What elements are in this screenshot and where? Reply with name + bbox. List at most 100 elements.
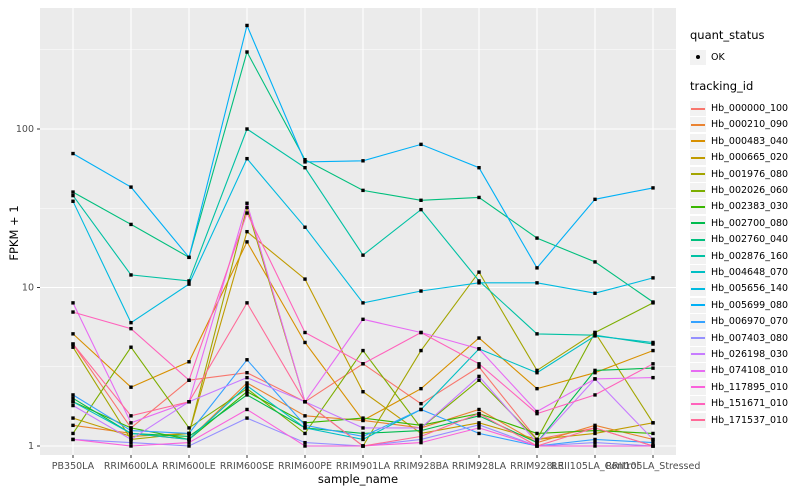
data-point [303, 423, 307, 428]
data-point [593, 291, 597, 295]
legend-item-label: Hb_004648_070 [711, 266, 789, 278]
legend-item-Hb_002383_030: Hb_002383_030 [690, 199, 798, 215]
data-point [71, 393, 75, 397]
y-tick-label: 10 [22, 283, 34, 294]
x-tick-label: RRIM600SE [220, 461, 274, 472]
data-point [245, 358, 249, 362]
data-point [129, 428, 133, 433]
legend-item-Hb_171537_010: Hb_171537_010 [690, 412, 798, 428]
legend-item-label: OK [711, 51, 725, 63]
data-point [535, 444, 539, 448]
data-point [477, 414, 481, 418]
data-point [651, 300, 655, 304]
data-point [71, 199, 75, 203]
axes: 1 10 100 PB350LA RRIM600LA RRIM600LE RRIM600SE… [16, 124, 701, 472]
data-point [477, 195, 481, 200]
data-point [361, 426, 365, 430]
legend-item-label: Hb_002383_030 [711, 201, 789, 213]
data-point [187, 434, 191, 439]
legend-title-quant-status: quant_status [690, 28, 765, 42]
data-point [651, 437, 655, 442]
x-tick-label: RRIM901LA [336, 461, 391, 472]
legend-item-label: Hb_005699_080 [711, 299, 789, 311]
data-point [245, 156, 249, 161]
x-tick-label: RRIM600PE [278, 461, 332, 472]
data-point [651, 421, 655, 425]
data-point [187, 444, 191, 448]
data-point [535, 431, 539, 436]
data-point [245, 393, 249, 397]
legend-item-Hb_001976_080: Hb_001976_080 [690, 166, 798, 182]
y-tick-label: 100 [16, 124, 34, 135]
data-point [593, 334, 597, 338]
data-points [71, 23, 655, 448]
data-point [535, 440, 539, 445]
data-point [71, 193, 75, 198]
data-point [129, 414, 133, 418]
x-tick-label: RRII105LA_Control [551, 461, 639, 472]
data-point [419, 440, 423, 445]
x-tick-label: PB350LA [52, 461, 95, 472]
data-point [651, 362, 655, 366]
data-point [245, 127, 249, 131]
line-swatch-icon [690, 330, 706, 346]
data-point [361, 317, 365, 322]
data-point [71, 310, 75, 314]
data-point [593, 423, 597, 428]
data-point [71, 423, 75, 428]
x-tick-label: RRIM600LA [104, 461, 159, 472]
data-point [361, 416, 365, 420]
data-point [303, 165, 307, 170]
data-point [303, 444, 307, 448]
line-swatch-icon [690, 150, 706, 166]
legend-item-Hb_026198_030: Hb_026198_030 [690, 346, 798, 362]
data-point [651, 431, 655, 436]
data-point [303, 414, 307, 418]
data-point [187, 431, 191, 436]
legend-item-label: Hb_074108_010 [711, 365, 789, 377]
legend-item-Hb_007403_080: Hb_007403_080 [690, 330, 798, 346]
data-point [71, 190, 75, 194]
data-point [477, 279, 481, 283]
data-point [651, 186, 655, 190]
data-point [593, 377, 597, 381]
legend-item-Hb_002700_080: Hb_002700_080 [690, 215, 798, 231]
legend-item-label: Hb_000483_040 [711, 135, 789, 147]
data-point [129, 222, 133, 227]
data-point [419, 431, 423, 436]
data-point [129, 421, 133, 425]
data-point [245, 416, 249, 420]
data-point [245, 240, 249, 244]
data-point [651, 440, 655, 445]
data-point [361, 253, 365, 257]
data-point [361, 159, 365, 163]
legend: quant_status OK tracking_id Hb_000000_10… [690, 28, 798, 428]
data-point [129, 273, 133, 277]
data-point [593, 197, 597, 202]
data-point [129, 431, 133, 436]
legend-item-label: Hb_002760_040 [711, 234, 789, 246]
data-point [187, 400, 191, 404]
data-point [477, 270, 481, 274]
x-tick-label: RRIM600LE [162, 461, 216, 472]
x-tick-label: RRIM928LA [452, 461, 507, 472]
data-point [129, 444, 133, 448]
data-point [303, 440, 307, 445]
line-swatch-icon [690, 101, 706, 117]
data-point [593, 330, 597, 335]
data-point [129, 345, 133, 349]
line-swatch-icon [690, 297, 706, 313]
data-point [593, 437, 597, 442]
data-point [535, 332, 539, 336]
data-point [303, 277, 307, 281]
ok-point-icon [690, 49, 706, 65]
data-point [361, 444, 365, 448]
x-tick-label: RRII105LA_Stressed [606, 461, 701, 472]
data-point [651, 348, 655, 353]
data-point [419, 401, 423, 406]
data-point [187, 279, 191, 283]
line-swatch-icon [690, 346, 706, 362]
data-point [71, 403, 75, 408]
